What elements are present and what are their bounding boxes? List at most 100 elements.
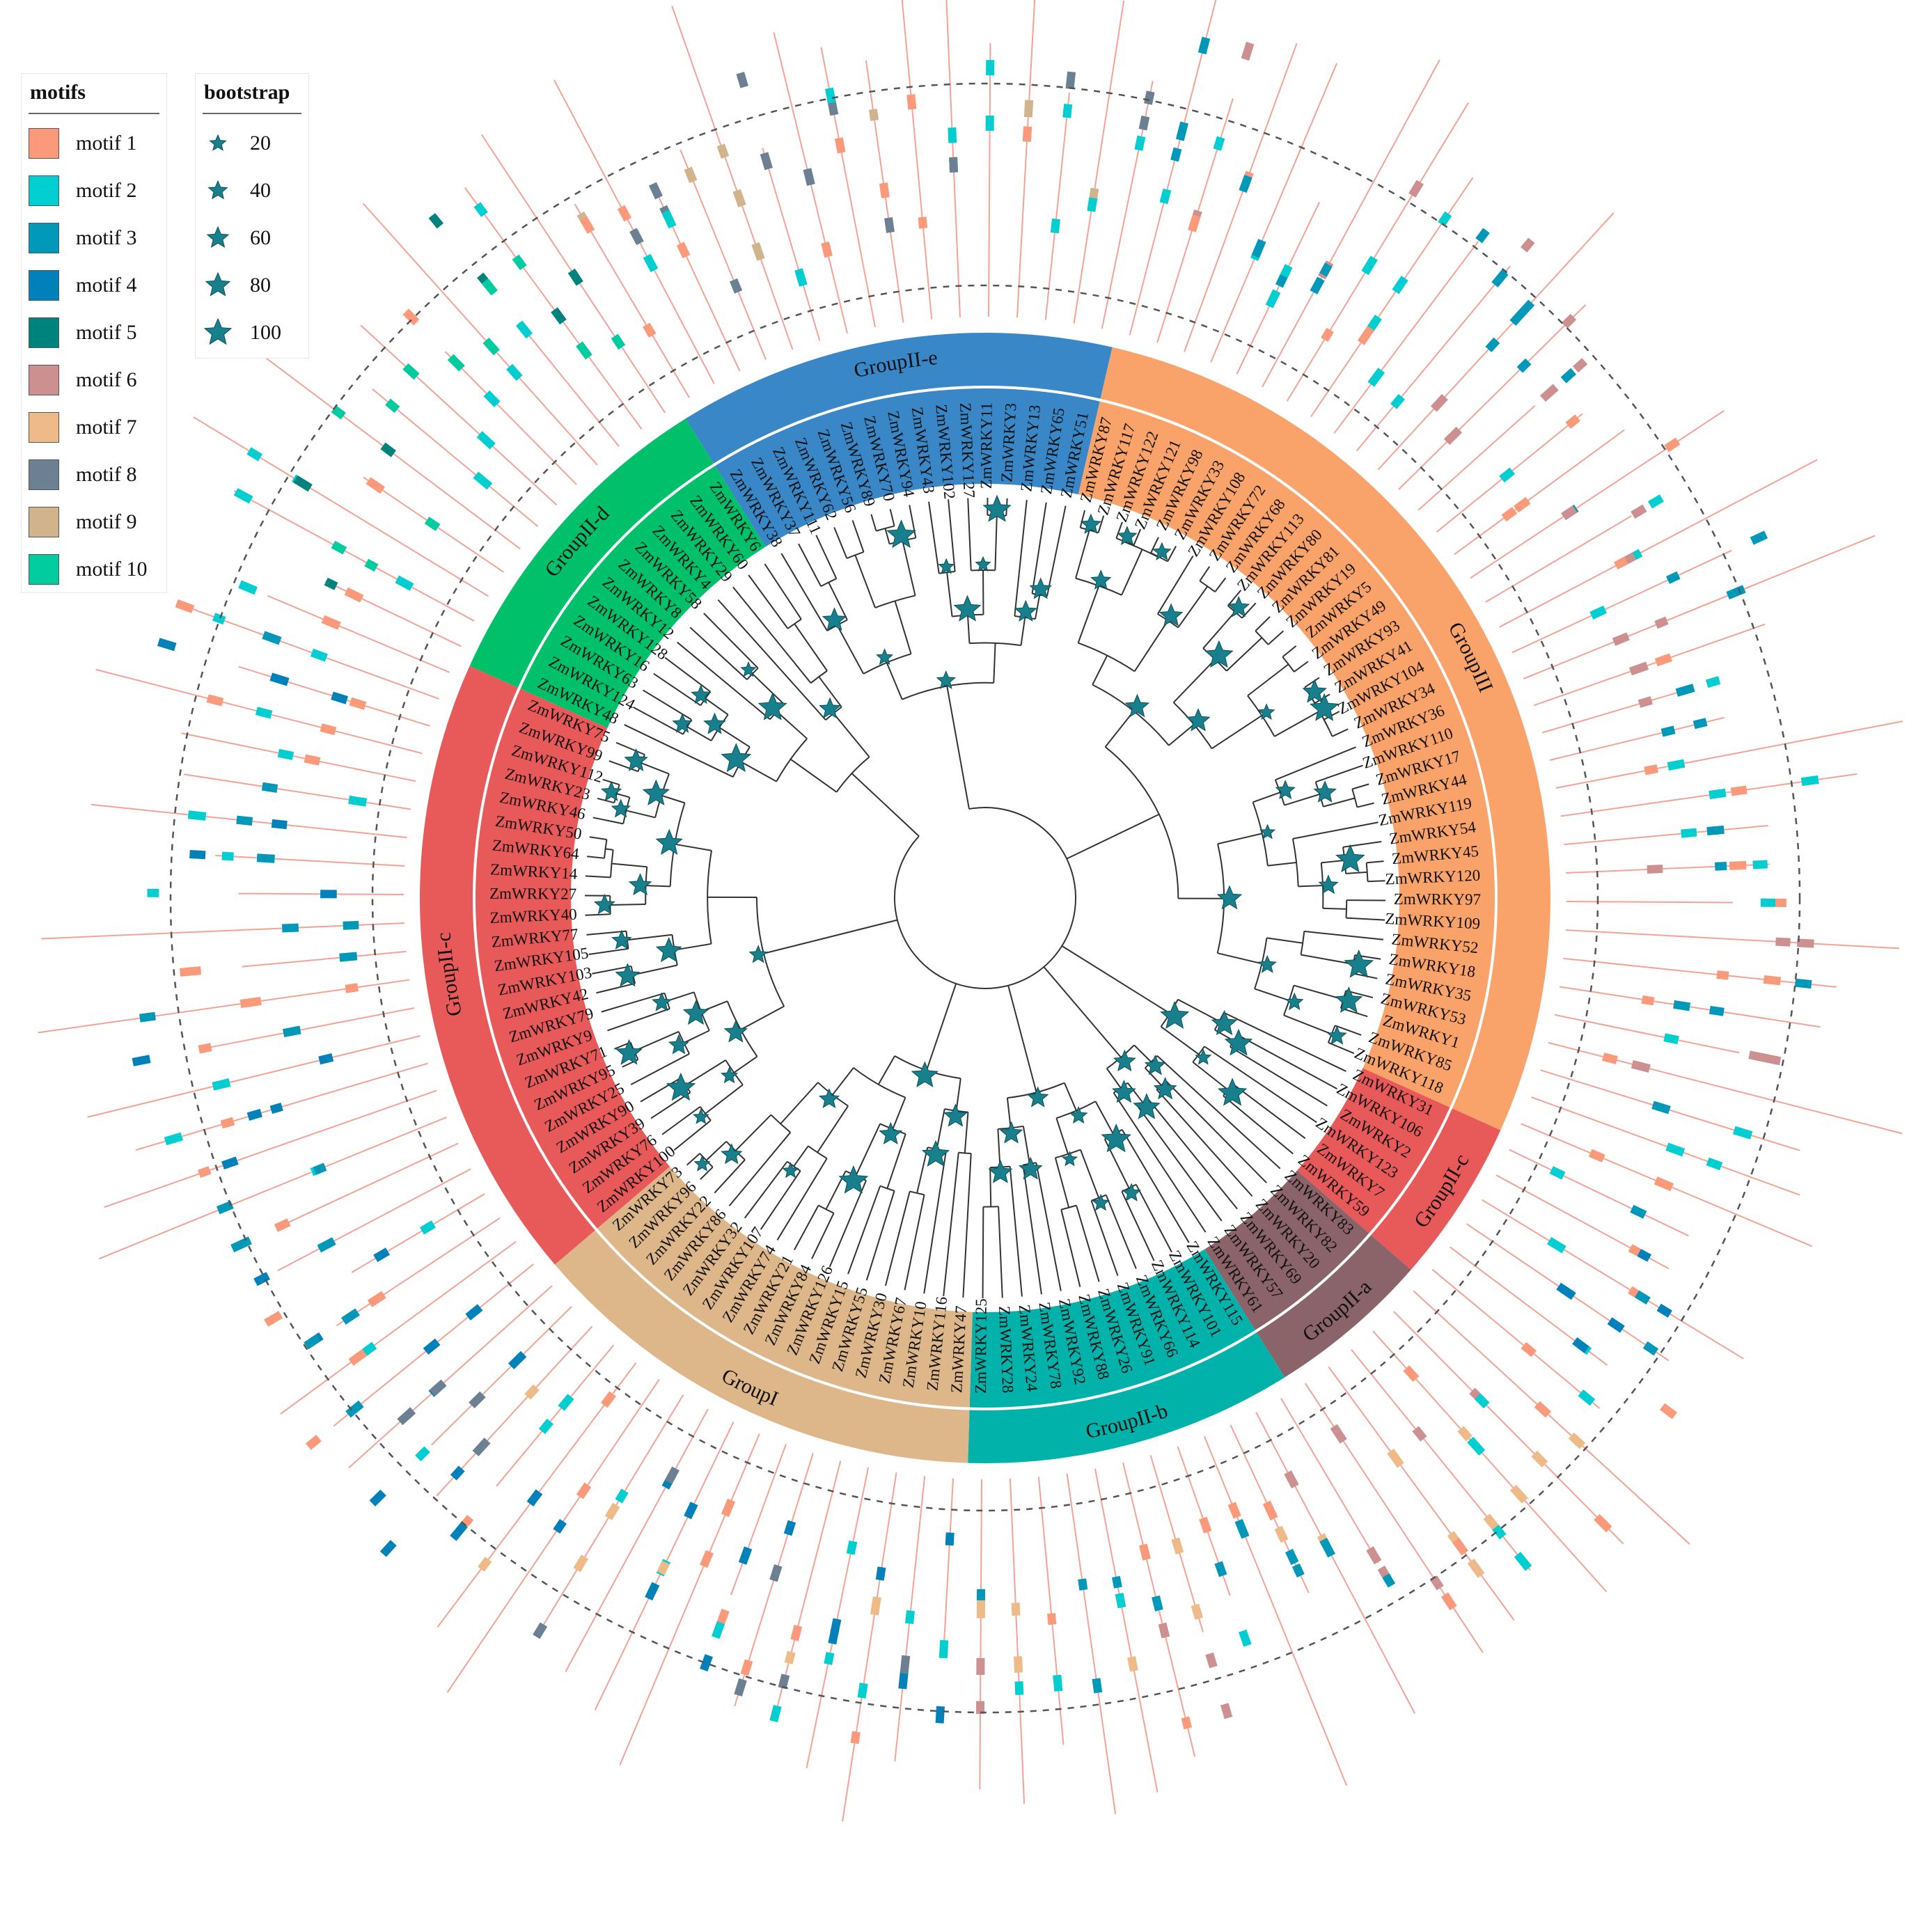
- bootstrap-star: [666, 1072, 696, 1101]
- motif-guide-line: [1310, 177, 1474, 418]
- motif-block: [1638, 696, 1654, 708]
- motif-guide-line: [464, 187, 643, 430]
- branch: [601, 992, 665, 1013]
- bootstrap-star-icon: [203, 270, 233, 301]
- bootstrap-star: [1080, 513, 1102, 534]
- bootstrap-star: [1285, 992, 1304, 1011]
- motif-block: [1642, 1341, 1659, 1356]
- bootstrap-star: [1117, 526, 1138, 545]
- motif-block: [1539, 384, 1559, 402]
- bootstrap-star: [1159, 603, 1184, 627]
- motif-block: [615, 1488, 629, 1504]
- motif-block: [1562, 313, 1577, 329]
- motif-guide-line: [372, 388, 539, 528]
- motif-block: [1521, 1341, 1537, 1357]
- bootstrap-star: [1144, 1054, 1166, 1076]
- motif-block: [790, 1625, 803, 1641]
- motif-block: [526, 1489, 543, 1507]
- branch: [624, 724, 734, 778]
- motif-swatch: [29, 223, 59, 253]
- motif-block: [729, 278, 743, 294]
- motif-guide-line: [1016, 0, 1036, 318]
- branch: [633, 964, 678, 976]
- motif-guide-line: [336, 1217, 501, 1327]
- motif-block: [976, 1600, 985, 1618]
- branch: [1014, 500, 1028, 617]
- motif-block: [1065, 71, 1076, 90]
- branch: [967, 498, 972, 571]
- branch: [1252, 791, 1281, 803]
- motif-block: [898, 1671, 909, 1689]
- motif-block: [1265, 289, 1281, 308]
- motif-block: [1706, 825, 1725, 836]
- branch: [1351, 972, 1378, 979]
- branch: [1079, 510, 1086, 528]
- motif-block: [364, 558, 379, 572]
- motif-block: [879, 182, 890, 198]
- motif-block: [221, 1156, 239, 1170]
- bootstrap-star: [615, 1039, 643, 1065]
- motif-block: [246, 1108, 262, 1121]
- branch: [1113, 1092, 1207, 1233]
- motif-block: [1547, 1237, 1566, 1254]
- motif-block: [661, 210, 677, 229]
- motif-guide-line: [193, 416, 489, 597]
- branch: [1104, 710, 1135, 748]
- motif-block: [1440, 1592, 1457, 1611]
- motif-block: [1014, 1681, 1024, 1695]
- motif-block: [1651, 1101, 1671, 1114]
- motif-block: [1457, 1426, 1472, 1442]
- branch: [794, 1205, 819, 1250]
- branch: [1077, 585, 1100, 643]
- motif-block: [1565, 414, 1580, 429]
- group-sector: [1204, 1170, 1411, 1378]
- motif-legend-label: motif 4: [76, 274, 137, 297]
- branch: [1167, 546, 1177, 562]
- motif-block: [573, 1554, 589, 1573]
- motif-block: [684, 166, 698, 184]
- branch: [828, 1180, 867, 1268]
- motif-block: [948, 127, 957, 143]
- branch: [1022, 1126, 1030, 1165]
- branch: [962, 1153, 972, 1298]
- motif-guide-line: [774, 1460, 842, 1716]
- bootstrap-legend-item: 40: [203, 173, 271, 208]
- motif-legend-label: motif 8: [76, 463, 137, 486]
- motif-block: [324, 577, 338, 590]
- motif-block: [740, 1659, 753, 1676]
- group-sector: [968, 1249, 1285, 1463]
- motif-swatch: [29, 270, 59, 301]
- bootstrap-star: [624, 748, 648, 771]
- branch: [615, 741, 645, 755]
- motif-block: [216, 1200, 234, 1215]
- branch: [735, 1114, 772, 1151]
- branch: [645, 885, 670, 888]
- leaf-label: ZmWRKY28: [996, 1306, 1016, 1394]
- branch-arc: [613, 784, 620, 803]
- bootstrap-star: [748, 945, 768, 963]
- motif-block: [825, 87, 836, 104]
- motif-legend-label: motif 2: [76, 179, 137, 202]
- branch: [1226, 637, 1263, 672]
- branch: [703, 613, 759, 669]
- bootstrap-star: [921, 1140, 950, 1167]
- motif-block: [261, 782, 278, 793]
- motif-block: [1634, 1290, 1651, 1305]
- motif-block: [1181, 1716, 1193, 1730]
- branch-arc: [818, 1204, 834, 1214]
- motif-guide-line: [1485, 515, 1632, 603]
- leaf-label: ZmWRKY127: [957, 402, 978, 498]
- motif-block: [611, 333, 626, 350]
- tree-branches: [585, 498, 1385, 1298]
- branch: [1323, 797, 1356, 808]
- motif-block: [1492, 1525, 1507, 1540]
- branch: [686, 1153, 700, 1166]
- motif-legend-item: motif 3: [29, 221, 137, 255]
- bootstrap-star: [838, 1165, 869, 1194]
- branch: [586, 930, 627, 936]
- branch: [733, 1055, 758, 1073]
- branch: [817, 1105, 849, 1153]
- branch: [653, 672, 701, 707]
- motif-guide-line: [217, 320, 521, 550]
